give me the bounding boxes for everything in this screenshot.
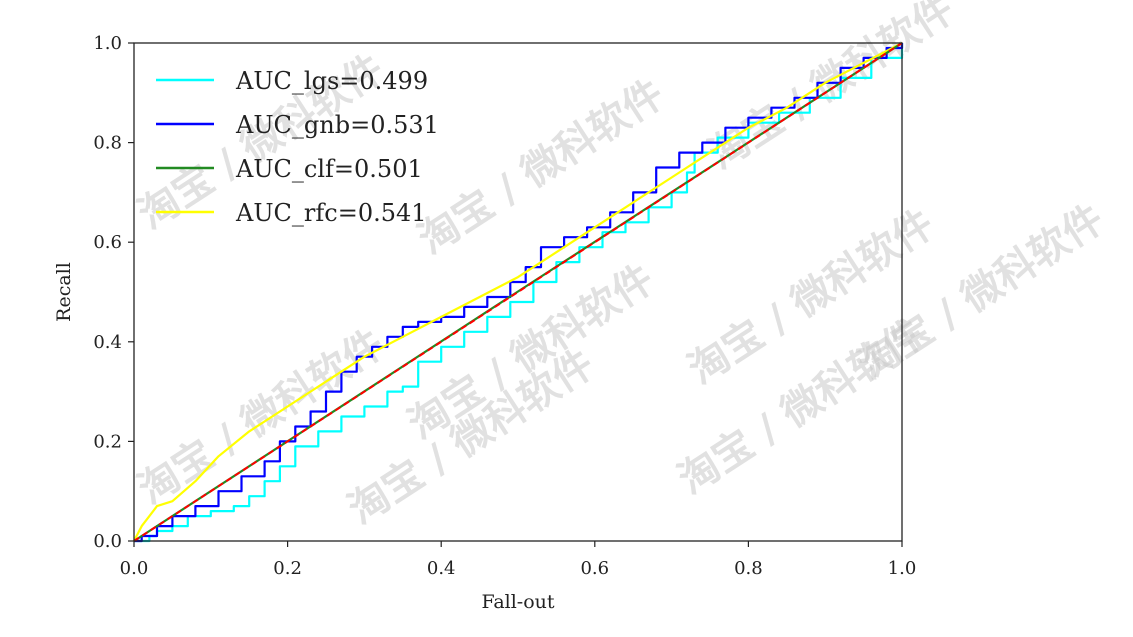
legend-label-0: AUC_lgs=0.499: [235, 67, 428, 95]
legend: AUC_lgs=0.499 AUC_gnb=0.531 AUC_clf=0.501 A…: [156, 67, 439, 227]
x-axis: 0.0 0.2 0.4 0.6 0.8 1.0: [120, 541, 917, 579]
x-tick-label: 1.0: [888, 558, 917, 579]
legend-label-1: AUC_gnb=0.531: [235, 111, 439, 139]
x-tick-label: 0.4: [427, 558, 456, 579]
y-tick-label: 0.0: [93, 531, 122, 552]
x-axis-title: Fall-out: [481, 591, 554, 613]
y-tick-label: 0.2: [93, 431, 122, 452]
x-tick-label: 0.2: [273, 558, 302, 579]
series-line-3: [133, 42, 903, 542]
watermark-text: 淘宝 / 微科软件: [410, 71, 672, 263]
series-layer: [133, 42, 904, 543]
legend-label-2: AUC_clf=0.501: [235, 155, 423, 183]
x-tick-label: 0.0: [120, 558, 149, 579]
series-line-0: [134, 43, 904, 543]
y-tick-label: 0.6: [93, 232, 122, 253]
legend-label-3: AUC_rfc=0.541: [235, 199, 427, 227]
x-tick-label: 0.8: [734, 558, 763, 579]
series-line-1: [134, 43, 904, 543]
y-tick-label: 0.8: [93, 133, 122, 154]
y-axis-title: Recall: [53, 262, 75, 322]
y-tick-label: 0.4: [93, 332, 122, 353]
x-tick-label: 0.6: [580, 558, 609, 579]
y-tick-label: 1.0: [93, 33, 122, 54]
reference-line: [133, 42, 903, 542]
y-axis: 0.0 0.2 0.4 0.6 0.8 1.0: [93, 33, 134, 552]
plot-frame: [133, 42, 903, 542]
